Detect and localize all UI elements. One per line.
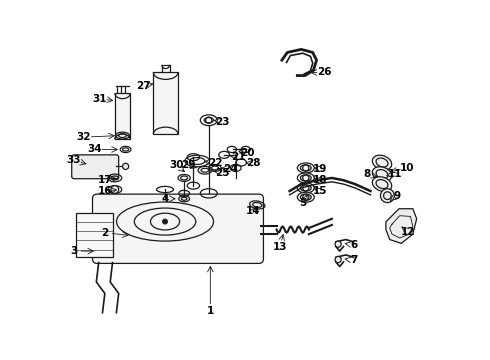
Text: 6: 6 <box>350 240 357 250</box>
Ellipse shape <box>372 167 392 181</box>
Circle shape <box>122 163 129 170</box>
Text: 7: 7 <box>350 255 357 265</box>
Text: 32: 32 <box>77 132 91 142</box>
Text: 3: 3 <box>71 246 77 256</box>
Text: 13: 13 <box>272 242 287 252</box>
Text: 29: 29 <box>181 160 195 170</box>
Text: 12: 12 <box>401 227 416 237</box>
Text: 28: 28 <box>246 158 261 168</box>
Text: 30: 30 <box>169 160 184 170</box>
Text: 16: 16 <box>98 186 112 196</box>
Text: 10: 10 <box>400 163 415 173</box>
Text: 26: 26 <box>317 67 332 77</box>
Bar <box>76 213 113 257</box>
Text: 15: 15 <box>313 186 327 196</box>
Text: 8: 8 <box>364 169 371 179</box>
Ellipse shape <box>297 163 314 173</box>
Text: 21: 21 <box>231 152 245 162</box>
Circle shape <box>335 241 341 247</box>
Text: 11: 11 <box>388 169 402 179</box>
Text: 23: 23 <box>216 117 230 127</box>
Circle shape <box>381 189 394 203</box>
Ellipse shape <box>372 155 392 170</box>
Text: 17: 17 <box>98 175 112 185</box>
Polygon shape <box>386 209 416 243</box>
Ellipse shape <box>372 177 392 192</box>
Text: 27: 27 <box>136 81 150 91</box>
Text: 19: 19 <box>313 164 327 174</box>
Text: 2: 2 <box>101 228 108 238</box>
FancyBboxPatch shape <box>72 155 119 179</box>
Text: 20: 20 <box>240 148 254 158</box>
Ellipse shape <box>297 183 314 193</box>
Ellipse shape <box>297 173 314 183</box>
Circle shape <box>163 219 168 224</box>
Text: 4: 4 <box>162 194 170 204</box>
Text: 24: 24 <box>223 164 238 174</box>
Text: 34: 34 <box>88 144 102 154</box>
Text: 31: 31 <box>92 94 107 104</box>
Bar <box>153 72 178 134</box>
Text: 14: 14 <box>246 206 261 216</box>
Circle shape <box>111 186 119 193</box>
Text: 18: 18 <box>313 175 327 185</box>
Text: 25: 25 <box>216 167 230 177</box>
Text: 1: 1 <box>207 306 214 316</box>
Bar <box>115 93 130 139</box>
Text: 5: 5 <box>299 198 306 208</box>
Text: 33: 33 <box>67 155 81 165</box>
Text: 22: 22 <box>208 158 222 167</box>
Circle shape <box>335 256 341 263</box>
FancyBboxPatch shape <box>93 194 264 264</box>
Ellipse shape <box>297 192 314 202</box>
Text: 9: 9 <box>393 191 400 201</box>
